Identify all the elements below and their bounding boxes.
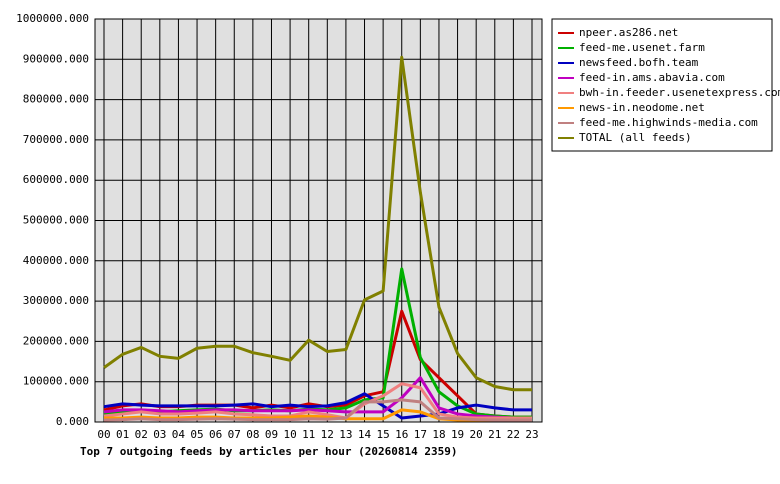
legend-label: news-in.neodome.net [579,101,705,114]
legend-label: npeer.as286.net [579,26,678,39]
x-tick-label: 14 [358,428,372,441]
x-tick-label: 16 [395,428,408,441]
y-tick-label: 600000.000 [23,173,89,186]
y-tick-label: 200000.000 [23,334,89,347]
y-tick-label: 1000000.000 [16,12,89,25]
legend-label: newsfeed.bofh.team [579,56,699,69]
legend-label: feed-in.ams.abavia.com [579,71,725,84]
x-tick-label: 17 [414,428,427,441]
x-tick-label: 06 [209,428,222,441]
x-tick-label: 13 [339,428,352,441]
legend [551,18,773,152]
series-line [103,382,532,420]
x-tick-label: 07 [228,428,241,441]
legend-label: feed-me.highwinds-media.com [579,116,758,129]
series-line [103,55,532,392]
y-tick-label: 100000.000 [23,375,89,388]
chart-title: Top 7 outgoing feeds by articles per hou… [80,445,458,458]
series-line [103,398,532,422]
x-tick-label: 12 [321,428,334,441]
x-tick-label: 22 [507,428,520,441]
x-tick-label: 21 [488,428,501,441]
y-tick-label: 400000.000 [23,254,89,267]
x-tick-label: 05 [190,428,203,441]
x-tick-label: 09 [265,428,278,441]
x-tick-label: 03 [153,428,166,441]
x-tick-label: 01 [116,428,129,441]
x-tick-label: 10 [283,428,296,441]
series-line [103,392,532,420]
series-line [103,376,532,420]
x-tick-label: 00 [97,428,110,441]
y-tick-label: 0.000 [56,415,89,428]
y-tick-label: 300000.000 [23,294,89,307]
y-tick-label: 700000.000 [23,133,89,146]
x-tick-label: 18 [432,428,445,441]
y-tick-label: 800000.000 [23,93,89,106]
x-tick-label: 23 [525,428,538,441]
y-tick-label: 500000.000 [23,214,89,227]
x-tick-label: 15 [377,428,390,441]
x-tick-label: 02 [135,428,148,441]
legend-label: bwh-in.feeder.usenetexpress.com [579,86,780,99]
x-tick-label: 11 [302,428,315,441]
x-tick-label: 20 [470,428,483,441]
x-tick-label: 04 [172,428,186,441]
legend-label: TOTAL (all feeds) [579,131,692,144]
x-tick-label: 08 [246,428,259,441]
legend-label: feed-me.usenet.farm [579,41,705,54]
y-tick-label: 900000.000 [23,52,89,65]
x-tick-label: 19 [451,428,464,441]
